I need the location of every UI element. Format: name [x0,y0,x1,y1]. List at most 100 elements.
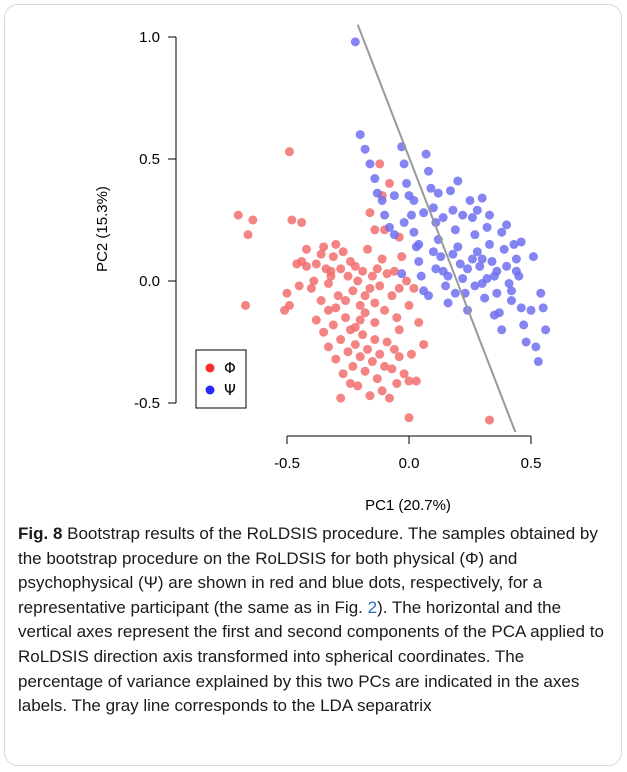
y-tick-label: 0.0 [139,273,160,290]
phi-point [380,305,390,315]
psi-point [516,303,526,313]
psi-point [506,296,516,306]
psi-point [380,210,390,220]
psi-point [416,271,426,281]
figure-reference-link[interactable]: 2 [367,597,378,617]
phi-point [411,376,421,386]
psi-point [541,325,551,335]
phi-point [367,357,377,367]
phi-point [375,159,385,169]
phi-point [355,300,365,310]
psi-point [492,288,502,298]
x-tick-label: -0.5 [274,455,300,472]
psi-point [360,144,370,154]
phi-point [394,352,404,362]
phi-point [363,244,373,254]
phi-point [367,271,377,281]
psi-point [477,193,487,203]
psi-point [441,281,451,291]
psi-point [475,261,485,271]
psi-point [497,227,507,237]
x-axis-label: PC1 (20.7%) [365,497,451,514]
phi-point [287,215,297,225]
phi-point [243,230,253,240]
phi-point [404,376,414,386]
x-tick-label: 0.5 [521,455,542,472]
phi-point [372,374,382,384]
lda-separatrix-line [356,24,517,432]
phi-point [353,276,363,286]
psi-point [445,186,455,196]
phi-point [365,283,375,293]
phi-point [328,252,338,262]
psi-point [389,230,399,240]
psi-point [499,244,509,254]
psi-point [433,188,443,198]
psi-point [538,303,548,313]
psi-point [502,261,512,271]
psi-point [450,225,460,235]
phi-point [348,286,358,296]
phi-point [409,283,419,293]
phi-point [248,215,258,225]
phi-point [384,178,394,188]
psi-point [470,230,480,240]
psi-point [465,195,475,205]
phi-point [360,291,370,301]
psi-point [384,222,394,232]
psi-point [409,227,419,237]
phi-point [353,381,363,391]
phi-point [377,386,387,396]
phi-point [350,322,360,332]
psi-point [414,256,424,266]
phi-point [370,298,380,308]
phi-point [372,264,382,274]
phi-point [284,147,294,157]
psi-point [526,305,536,315]
psi-point [450,288,460,298]
legend-box [195,349,247,409]
phi-point [319,242,329,252]
phi-point [365,208,375,218]
phi-point [382,337,392,347]
phi-point [370,335,380,345]
psi-point [458,210,468,220]
psi-point [424,166,434,176]
phi-point [358,330,368,340]
psi-point [511,266,521,276]
psi-point [372,188,382,198]
psi-point [531,342,541,352]
phi-point [328,320,338,330]
psi-point [399,217,409,227]
psi-point [406,210,416,220]
psi-point [472,205,482,215]
phi-point [355,352,365,362]
psi-point [487,256,497,266]
legend-marker [205,385,215,395]
phi-point [311,315,321,325]
scatter-plot: -0.5 0.0 0.5 1.0 -0.5 0.0 0.5 PC1 (20.7%) PC2 (1… [94,24,551,514]
psi-point [431,264,441,274]
x-tick-label: 0.0 [399,455,420,472]
psi-point [448,205,458,215]
psi-point [455,259,465,269]
psi-point [528,252,538,262]
psi-point [397,269,407,279]
phi-point [233,210,243,220]
phi-point [297,217,307,227]
psi-point [519,320,529,330]
psi-point [480,293,490,303]
psi-point [502,220,512,230]
caption-text: Bootstrap results of the RoLDSIS procedu… [18,524,598,617]
phi-point [377,254,387,264]
psi-point [421,149,431,159]
psi-point [477,254,487,264]
psi-point [414,239,424,249]
psi-point [355,130,365,140]
psi-point [509,239,519,249]
psi-point [516,237,526,247]
psi-point [533,357,543,367]
psi-point [409,195,419,205]
phi-point [338,369,348,379]
psi-point [350,37,360,47]
